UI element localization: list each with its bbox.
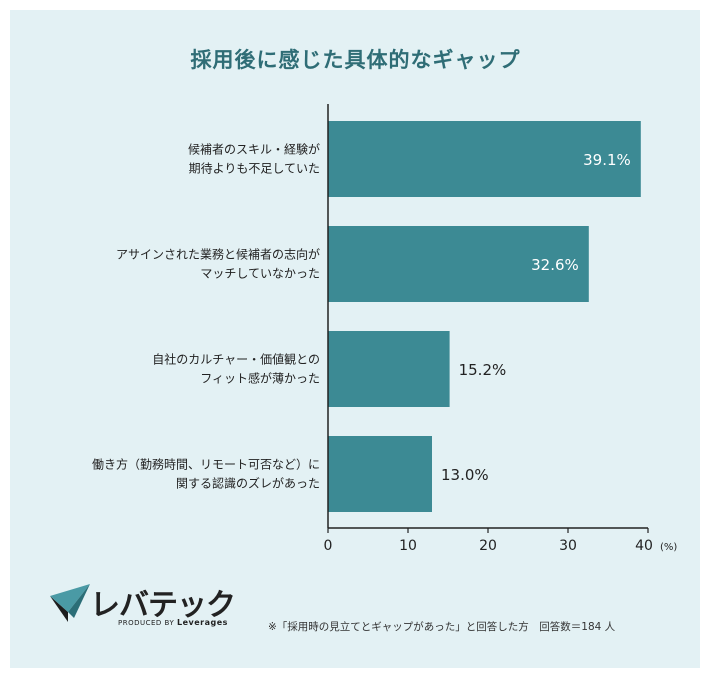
x-tick-label-10: 10 (399, 538, 417, 554)
x-tick-label-0: 0 (324, 538, 333, 554)
footnote: ※「採用時の見立てとギャップがあった」と回答した方 回答数＝184 人 (268, 621, 616, 633)
category-label-4-line-1: 働き方（勤務時間、リモート可否など）に (92, 457, 320, 472)
category-label-2-line-2: マッチしていなかった (200, 267, 320, 281)
value-label-3: 15.2% (459, 361, 507, 379)
category-label-3-line-2: フィット感が薄かった (200, 371, 320, 386)
category-label-3-line-1: 自社のカルチャー・価値観との (152, 352, 320, 367)
x-tick-label-40: 40 (635, 538, 653, 554)
category-label-1-line-1: 候補者のスキル・経験が (188, 142, 320, 157)
chart-title: 採用後に感じた具体的なギャップ (190, 48, 521, 72)
bar-4 (328, 436, 432, 512)
value-label-2: 32.6% (531, 256, 579, 274)
x-tick-label-30: 30 (559, 538, 577, 554)
x-tick-label-20: 20 (479, 538, 497, 554)
category-label-4-line-2: 関する認識のズレがあった (176, 476, 320, 491)
category-label-1-line-2: 期待よりも不足していた (189, 162, 320, 176)
bar-1 (328, 121, 641, 197)
logo-text: レバテック (90, 588, 236, 623)
bar-2 (328, 226, 589, 302)
value-label-1: 39.1% (583, 151, 631, 169)
value-label-4: 13.0% (441, 466, 489, 484)
category-label-2-line-1: アサインされた業務と候補者の志向が (116, 247, 320, 262)
levtech-logo: レバテック PRODUCED BY Leverages (48, 582, 248, 632)
logo-sub-prefix: PRODUCED BY (118, 619, 175, 627)
logo-subtitle: PRODUCED BY Leverages (118, 618, 228, 627)
bar-3 (328, 331, 450, 407)
x-axis-unit: (%) (660, 542, 677, 553)
logo-mark-icon (50, 584, 90, 622)
logo-sub-brand: Leverages (176, 618, 228, 627)
